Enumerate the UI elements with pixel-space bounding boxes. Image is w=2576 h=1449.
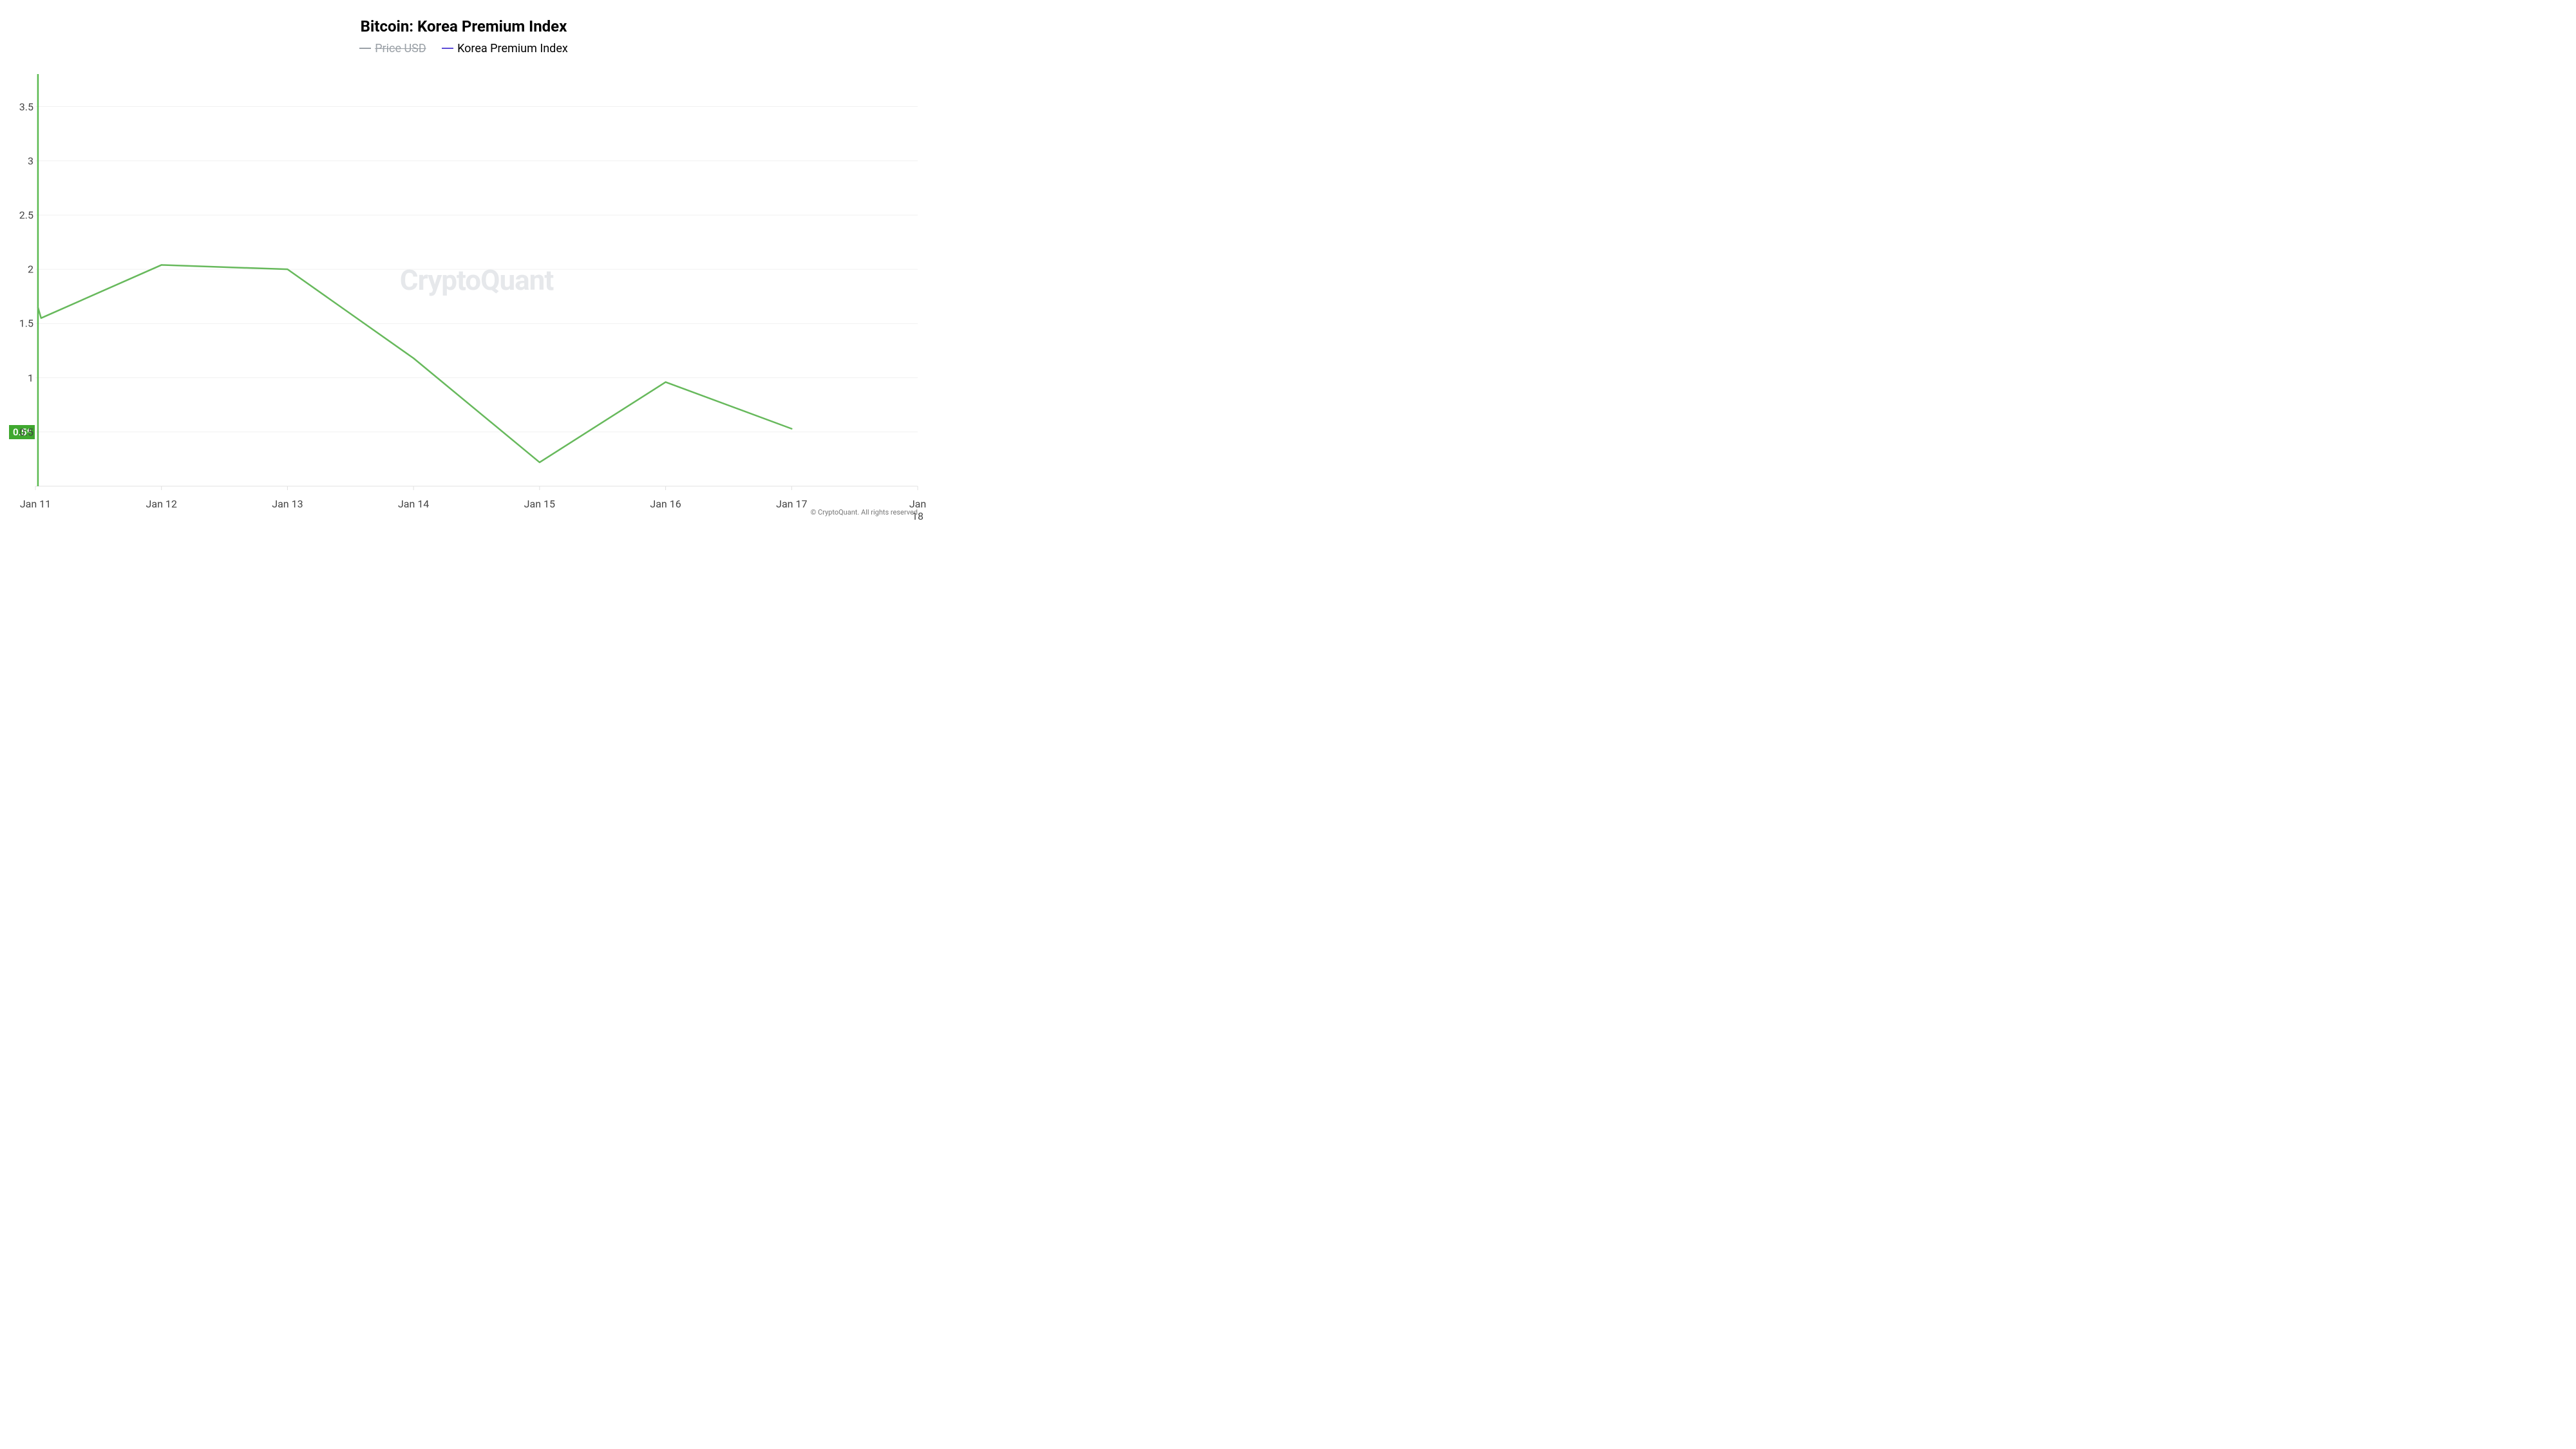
- y-axis-tick-label: 1.5: [12, 317, 33, 330]
- y-axis-tick-label: 3: [12, 155, 33, 167]
- x-axis-tick-label: Jan 15: [524, 498, 555, 510]
- chart-plot-area: [0, 0, 927, 522]
- korea-premium-chart: Bitcoin: Korea Premium Index Price USD K…: [0, 0, 927, 522]
- x-axis-tick-label: Jan 11: [20, 498, 51, 510]
- copyright-text: © CryptoQuant. All rights reserved: [811, 508, 918, 516]
- x-axis-tick-label: Jan 17: [776, 498, 807, 510]
- y-axis-tick-label: 2: [12, 263, 33, 276]
- x-axis-tick-label: Jan 12: [146, 498, 177, 510]
- y-axis-tick-label: 3.5: [12, 100, 33, 113]
- x-axis-tick-label: Jan 16: [650, 498, 681, 510]
- y-axis-tick-label: 1: [12, 372, 33, 384]
- y-axis-tick-label: 2.5: [12, 209, 33, 221]
- x-axis-tick-label: Jan 14: [398, 498, 429, 510]
- x-axis-tick-label: Jan 13: [272, 498, 303, 510]
- y-axis-tick-label: 0.5: [12, 426, 33, 438]
